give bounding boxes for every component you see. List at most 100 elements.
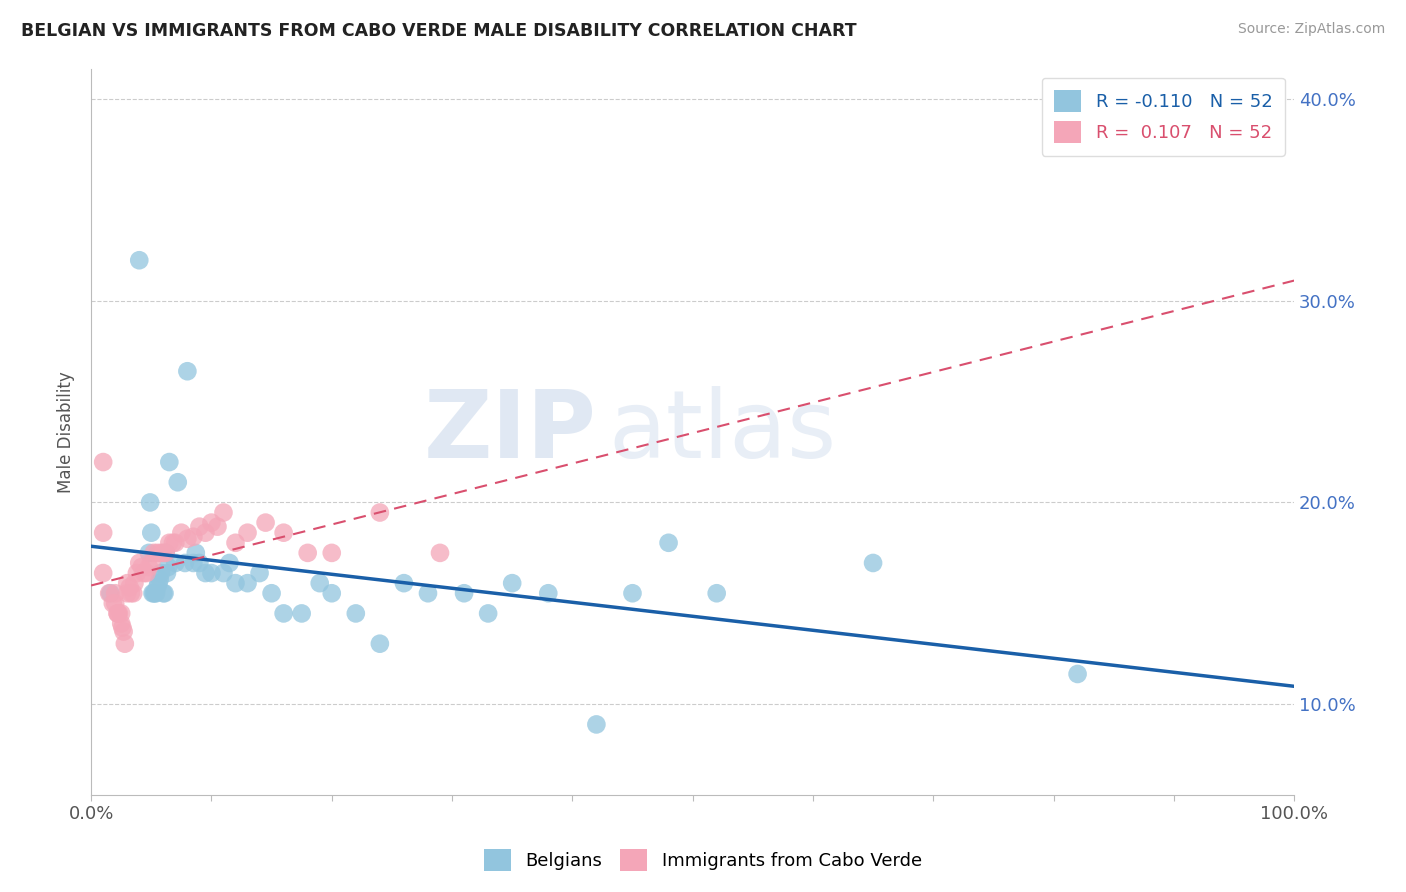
Point — [207, 519, 229, 533]
Point — [212, 566, 235, 580]
Point — [107, 607, 129, 621]
Point — [115, 576, 138, 591]
Point — [200, 566, 222, 580]
Point — [141, 586, 163, 600]
Point — [273, 607, 295, 621]
Point — [658, 536, 681, 550]
Point — [194, 525, 217, 540]
Point — [501, 576, 523, 591]
Point — [152, 546, 174, 560]
Point — [706, 586, 728, 600]
Text: ZIP: ZIP — [423, 386, 596, 478]
Point — [368, 637, 391, 651]
Point — [170, 525, 193, 540]
Point — [429, 546, 451, 560]
Point — [120, 586, 142, 600]
Point — [344, 607, 367, 621]
Point — [98, 586, 121, 600]
Point — [91, 455, 114, 469]
Point — [139, 495, 162, 509]
Point — [128, 253, 150, 268]
Point — [188, 519, 211, 533]
Point — [132, 566, 155, 580]
Point — [146, 546, 169, 560]
Point — [862, 556, 884, 570]
Point — [225, 576, 247, 591]
Point — [1066, 667, 1088, 681]
Point — [110, 607, 132, 621]
Text: BELGIAN VS IMMIGRANTS FROM CABO VERDE MALE DISABILITY CORRELATION CHART: BELGIAN VS IMMIGRANTS FROM CABO VERDE MA… — [21, 22, 856, 40]
Point — [110, 616, 132, 631]
Point — [392, 576, 415, 591]
Point — [149, 566, 172, 580]
Point — [138, 546, 160, 560]
Point — [108, 607, 131, 621]
Point — [218, 556, 240, 570]
Point — [188, 556, 211, 570]
Point — [91, 566, 114, 580]
Point — [585, 717, 607, 731]
Point — [107, 607, 129, 621]
Point — [194, 566, 217, 580]
Text: atlas: atlas — [609, 386, 837, 478]
Legend: R = -0.110   N = 52, R =  0.107   N = 52: R = -0.110 N = 52, R = 0.107 N = 52 — [1042, 78, 1285, 156]
Point — [128, 556, 150, 570]
Point — [162, 536, 184, 550]
Point — [174, 556, 197, 570]
Point — [184, 546, 207, 560]
Point — [104, 586, 127, 600]
Point — [149, 546, 172, 560]
Point — [183, 530, 205, 544]
Point — [104, 596, 127, 610]
Point — [124, 576, 146, 591]
Point — [176, 532, 198, 546]
Point — [142, 546, 165, 560]
Point — [321, 586, 343, 600]
Point — [138, 560, 160, 574]
Y-axis label: Male Disability: Male Disability — [58, 371, 75, 492]
Point — [621, 586, 644, 600]
Point — [260, 586, 283, 600]
Point — [453, 586, 475, 600]
Point — [152, 586, 174, 600]
Point — [149, 572, 172, 586]
Point — [321, 546, 343, 560]
Point — [291, 607, 314, 621]
Point — [416, 586, 439, 600]
Point — [176, 364, 198, 378]
Text: Source: ZipAtlas.com: Source: ZipAtlas.com — [1237, 22, 1385, 37]
Point — [157, 455, 180, 469]
Point — [101, 596, 124, 610]
Point — [135, 566, 157, 580]
Point — [146, 580, 169, 594]
Point — [153, 586, 176, 600]
Point — [141, 556, 163, 570]
Point — [166, 475, 188, 490]
Point — [125, 566, 148, 580]
Point — [273, 525, 295, 540]
Point — [157, 536, 180, 550]
Point — [236, 576, 259, 591]
Point — [145, 586, 167, 600]
Point — [142, 586, 165, 600]
Point — [308, 576, 330, 591]
Point — [115, 586, 138, 600]
Point — [249, 566, 271, 580]
Point — [141, 525, 163, 540]
Point — [165, 536, 187, 550]
Point — [368, 506, 391, 520]
Point — [155, 546, 177, 560]
Point — [225, 536, 247, 550]
Point — [477, 607, 499, 621]
Point — [297, 546, 319, 560]
Point — [100, 586, 122, 600]
Point — [537, 586, 560, 600]
Point — [157, 560, 180, 574]
Point — [118, 580, 141, 594]
Point — [112, 624, 135, 639]
Point — [114, 637, 136, 651]
Point — [183, 556, 205, 570]
Point — [165, 556, 187, 570]
Point — [155, 546, 177, 560]
Point — [131, 560, 153, 574]
